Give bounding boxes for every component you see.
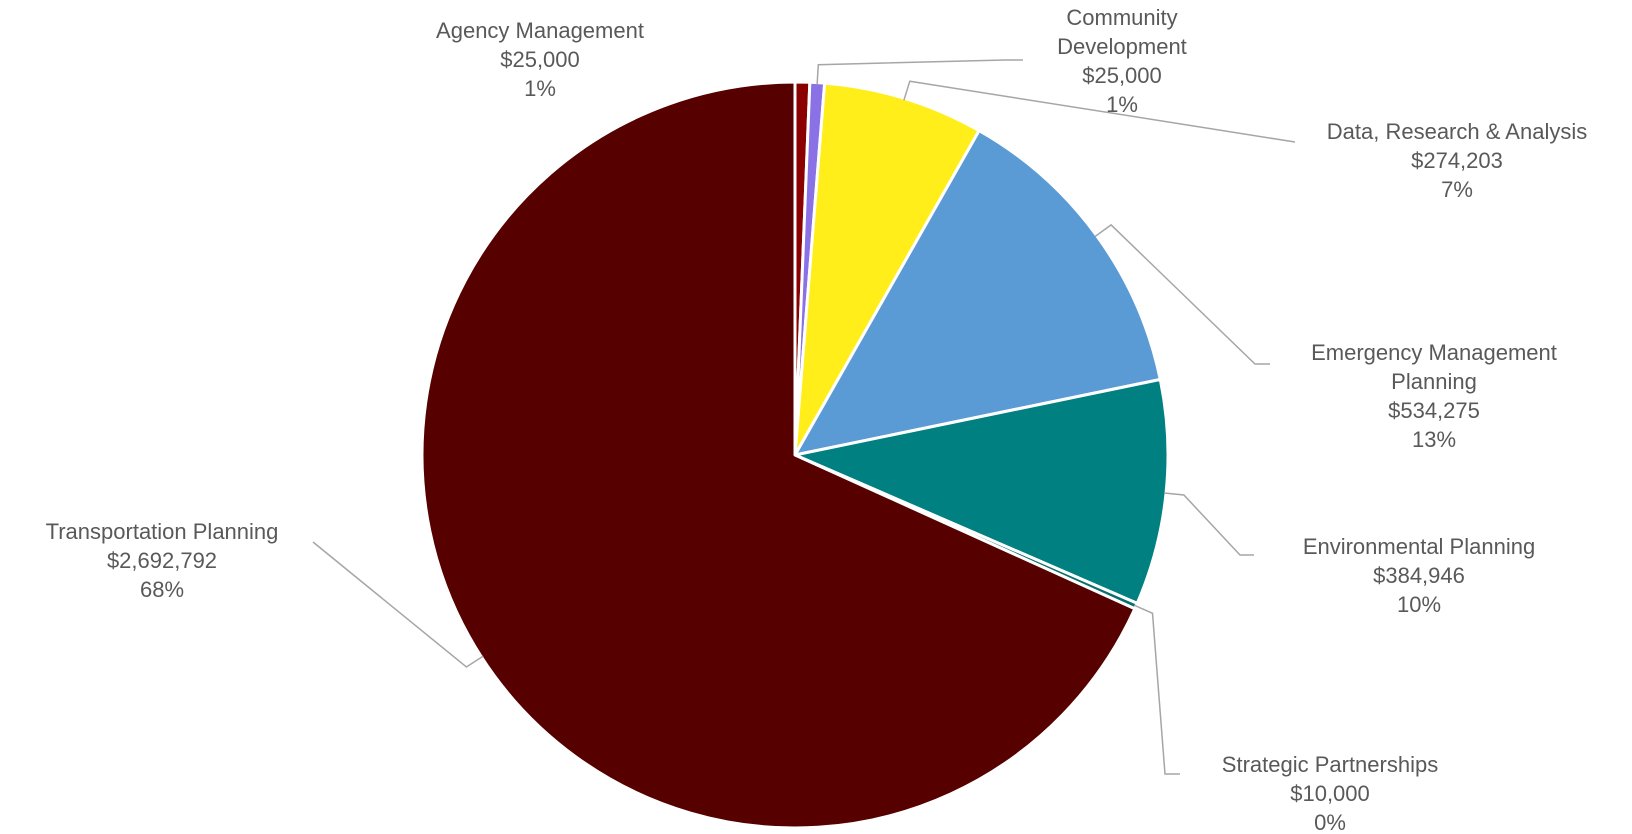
label-percent-text: 0%: [1314, 810, 1346, 834]
label-category-text: Planning: [1391, 369, 1477, 394]
leader-line-strategic-partnerships: [1133, 604, 1180, 775]
label-category-text: Community: [1066, 5, 1177, 30]
data-label-emergency-management-planning: Emergency Management Planning $534,275 13%: [1311, 340, 1557, 452]
leader-line-environmental-planning: [1164, 492, 1254, 556]
label-category-text: Environmental Planning: [1303, 534, 1535, 559]
label-value-text: $25,000: [500, 47, 580, 72]
leader-line-emergency-management-planning: [1094, 223, 1270, 365]
data-label-community-development: Community Development $25,000 1%: [1057, 5, 1187, 117]
label-percent-text: 1%: [1106, 92, 1138, 117]
label-category-text: Development: [1057, 34, 1187, 59]
label-value-text: $2,692,792: [107, 548, 217, 573]
label-category-text: Agency Management: [436, 18, 644, 43]
data-label-strategic-partnerships: Strategic Partnerships $10,000 0%: [1222, 752, 1438, 834]
label-value-text: $25,000: [1082, 63, 1162, 88]
label-percent-text: 13%: [1412, 427, 1456, 452]
label-category-text: Transportation Planning: [46, 519, 279, 544]
label-value-text: $384,946: [1373, 563, 1465, 588]
data-label-agency-management: Agency Management $25,000 1%: [436, 18, 644, 101]
label-percent-text: 1%: [524, 76, 556, 101]
label-percent-text: 10%: [1397, 592, 1441, 617]
label-value-text: $534,275: [1388, 398, 1480, 423]
label-value-text: $274,203: [1411, 148, 1503, 173]
label-value-text: $10,000: [1290, 781, 1370, 806]
label-category-text: Emergency Management: [1311, 340, 1557, 365]
label-percent-text: 7%: [1441, 177, 1473, 202]
data-label-transportation-planning: Transportation Planning $2,692,792 68%: [46, 519, 279, 602]
leader-line-community-development: [816, 59, 1023, 85]
leader-line-data-research-analysis: [903, 80, 1296, 143]
label-category-text: Strategic Partnerships: [1222, 752, 1438, 777]
label-percent-text: 68%: [140, 577, 184, 602]
label-category-text: Data, Research & Analysis: [1327, 119, 1587, 144]
leader-line-transportation-planning: [312, 541, 484, 668]
data-label-data-research-analysis: Data, Research & Analysis $274,203 7%: [1327, 119, 1587, 202]
data-label-environmental-planning: Environmental Planning $384,946 10%: [1303, 534, 1535, 617]
